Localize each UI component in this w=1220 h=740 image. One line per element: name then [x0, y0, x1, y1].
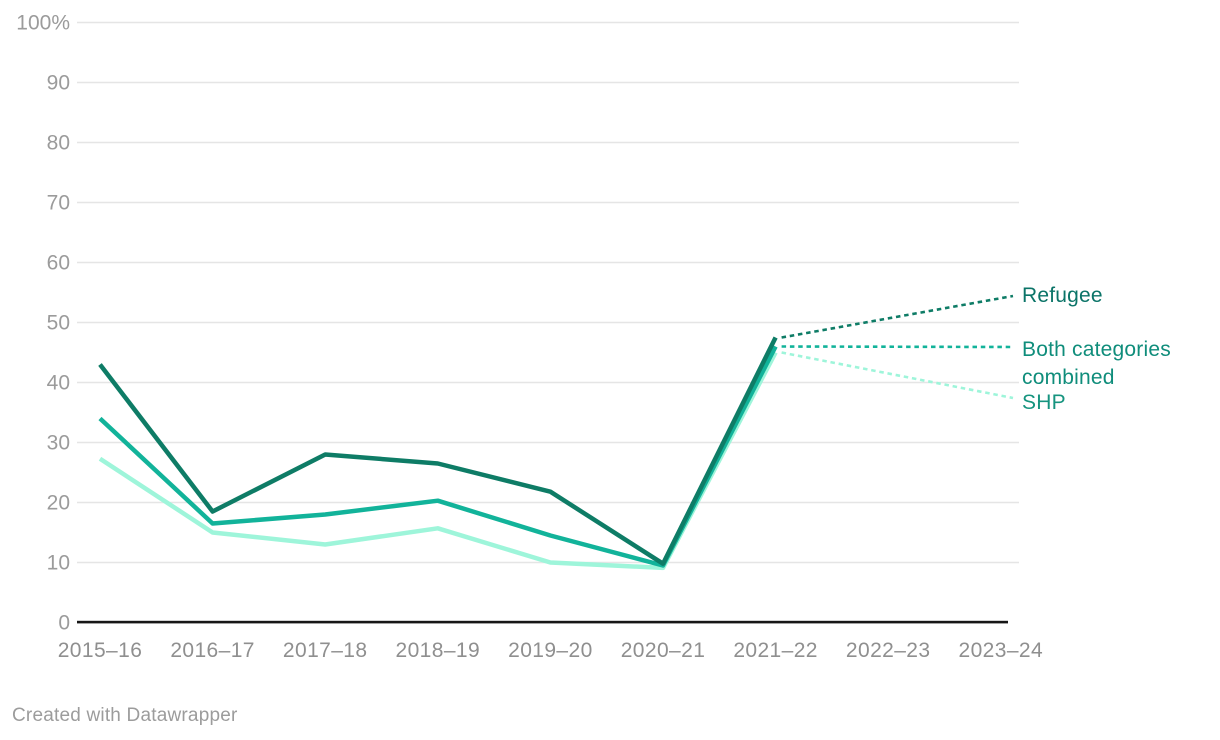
- series-label-shp: SHP: [1022, 391, 1066, 414]
- y-tick-label: 20: [47, 492, 70, 515]
- x-tick-label: 2019–20: [508, 639, 593, 662]
- series-line-combined: [98, 345, 778, 568]
- leader-line-shp: [781, 351, 1014, 400]
- series-label-both-categories-combined: Both categories combined: [1022, 338, 1171, 389]
- y-tick-label: 70: [47, 192, 70, 215]
- x-tick-label: 2022–23: [846, 639, 931, 662]
- series-label-refugee: Refugee: [1022, 284, 1103, 307]
- y-tick-label: 60: [47, 252, 70, 275]
- x-axis-line: [77, 620, 1008, 624]
- y-tick-label: 100%: [16, 12, 70, 35]
- x-tick-label: 2016–17: [170, 639, 255, 662]
- series-line-shp: [98, 351, 778, 571]
- x-tick-label: 2015–16: [58, 639, 143, 662]
- x-tick-label: 2017–18: [283, 639, 368, 662]
- y-tick-label: 40: [47, 372, 70, 395]
- leader-line-refugee: [781, 294, 1014, 339]
- y-tick-label: 10: [47, 552, 70, 575]
- x-tick-label: 2021–22: [733, 639, 818, 662]
- x-tick-label: 2020–21: [621, 639, 706, 662]
- datawrapper-credit: Created with Datawrapper: [12, 705, 238, 726]
- x-tick-label: 2023–24: [959, 639, 1044, 662]
- leader-line-combined: [781, 345, 1014, 349]
- y-tick-label: 0: [58, 612, 70, 635]
- y-tick-label: 50: [47, 312, 70, 335]
- y-tick-label: 30: [47, 432, 70, 455]
- series-line-refugee: [98, 336, 778, 566]
- y-tick-label: 80: [47, 132, 70, 155]
- x-tick-label: 2018–19: [396, 639, 481, 662]
- y-tick-label: 90: [47, 72, 70, 95]
